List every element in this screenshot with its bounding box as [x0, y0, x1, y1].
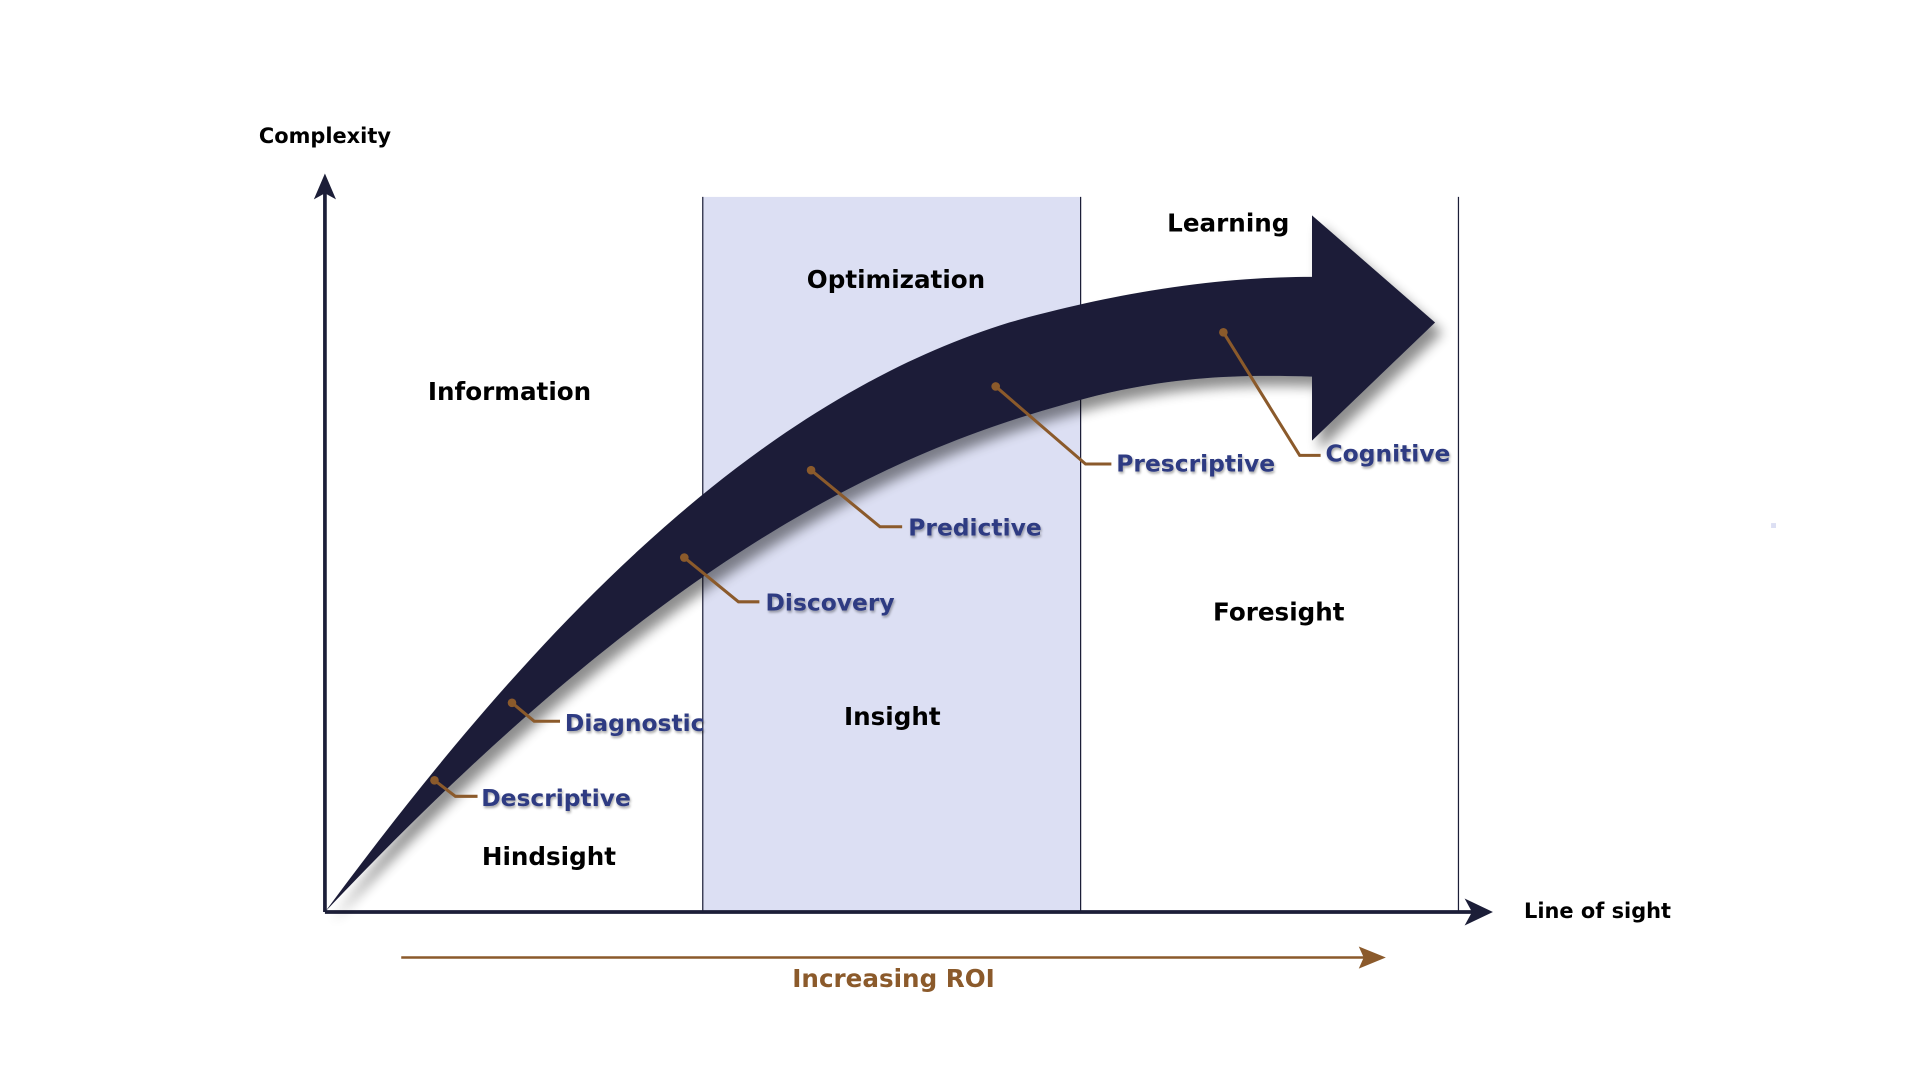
callout-predictive [810, 468, 903, 529]
callout-descriptive [433, 779, 478, 798]
zone-learning: Learning [1167, 208, 1289, 237]
maturity-arrow [324, 215, 1436, 912]
roi-label: Increasing ROI [792, 964, 995, 993]
decorative-dot [1771, 523, 1776, 528]
zone-information: Information [428, 377, 591, 406]
callout-dots [430, 328, 1228, 785]
stage-discovery: Discovery [766, 588, 895, 616]
stage-diagnostic: Diagnostic [565, 709, 705, 737]
insight-band [702, 196, 1081, 912]
y-axis-label: Complexity [259, 124, 391, 148]
x-axis-label: Line of sight [1524, 899, 1671, 923]
zone-insight: Insight [844, 702, 941, 731]
zone-hindsight: Hindsight [482, 842, 616, 871]
callout-prescriptive [994, 385, 1112, 466]
y-axis-arrowhead [313, 173, 336, 200]
stage-predictive: Predictive [908, 513, 1041, 541]
callout-cognitive [1222, 331, 1321, 457]
x-axis-arrowhead [1464, 898, 1493, 926]
zone-optimization: Optimization [807, 265, 985, 294]
stage-prescriptive: Prescriptive [1116, 449, 1275, 477]
callouts [433, 331, 1321, 798]
stage-cognitive: Cognitive [1326, 440, 1451, 468]
callout-diagnostic [511, 701, 560, 723]
callout-discovery [683, 556, 760, 604]
stage-descriptive: Descriptive [481, 784, 631, 812]
zone-foresight: Foresight [1213, 597, 1345, 626]
roi-arrowhead [1358, 946, 1386, 969]
